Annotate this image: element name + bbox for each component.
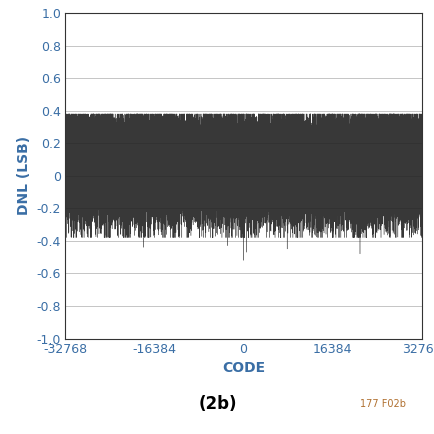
X-axis label: CODE: CODE [221,361,265,375]
Y-axis label: DNL (LSB): DNL (LSB) [17,136,31,215]
Text: 177 F02b: 177 F02b [359,398,405,409]
Text: (2b): (2b) [198,395,236,413]
